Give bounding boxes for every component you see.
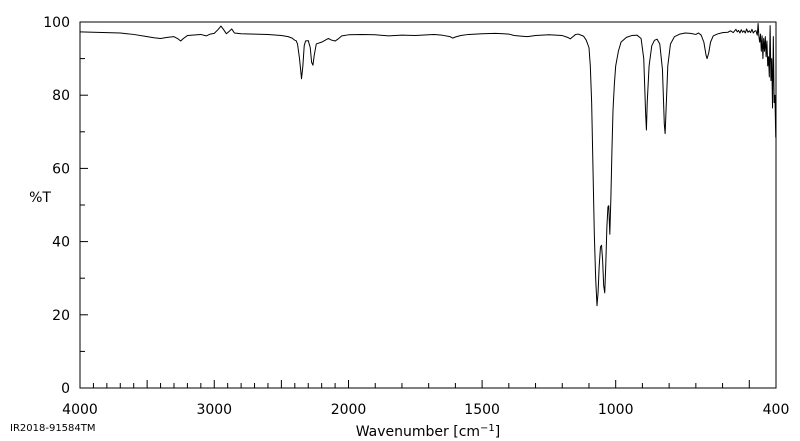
plot-frame [79,21,777,389]
y-tick-label-100: 100 [43,15,70,31]
spectrum-line-0 [79,22,777,307]
y-tick-label-20: 20 [52,308,70,324]
x-tick-label-1000: 1000 [598,402,634,418]
x-tick-label-3000: 3000 [196,402,232,418]
y-tick-label-60: 60 [52,161,70,177]
y-axis-title: %T [29,190,51,206]
y-tick-label-0: 0 [61,381,70,397]
x-tick-label-1500: 1500 [464,402,500,418]
x-axis-title: Wavenumber [cm−1] [356,423,501,441]
axis-ticks [79,21,777,389]
x-tick-label-400: 400 [763,402,790,418]
y-tick-label-40: 40 [52,235,70,251]
plot-area [79,21,777,389]
x-tick-label-4000: 4000 [62,402,98,418]
axis-tick-labels: 0 20 40 60 80 100 4000 3000 2000 1500 1000 400 [43,15,789,418]
x-axis-title-exponent: −1 [480,423,495,434]
y-tick-label-80: 80 [52,88,70,104]
x-axis-title-main: Wavenumber [cm [356,424,480,440]
x-axis-title-bracket: ] [495,424,500,440]
spectrum-id-footer: IR2018-91584TM [10,423,96,434]
x-tick-label-2000: 2000 [331,402,367,418]
